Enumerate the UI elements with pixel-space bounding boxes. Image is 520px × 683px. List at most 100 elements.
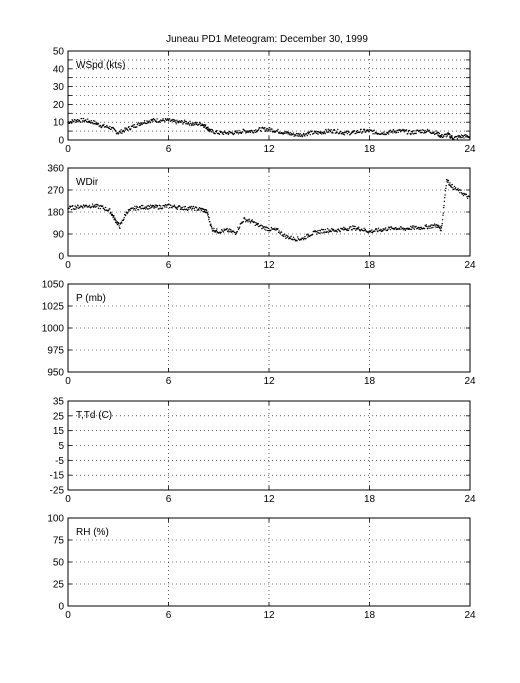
data-point: [284, 130, 286, 133]
data-point: [238, 129, 240, 132]
data-point: [420, 226, 422, 228]
data-point: [215, 229, 218, 232]
data-point: [188, 208, 190, 210]
data-point: [316, 131, 319, 133]
data-point: [155, 206, 157, 209]
data-point: [122, 130, 125, 132]
data-point: [289, 237, 292, 240]
data-point: [204, 124, 207, 126]
data-point: [418, 228, 420, 230]
data-point: [141, 207, 143, 210]
data-point: [451, 136, 453, 138]
panel-4: 0 6 12 18 24 -25 -15 -5 5 15 25 35 T,Td (C): [50, 397, 476, 506]
data-point: [183, 206, 185, 208]
x-tick-label: 24: [464, 376, 476, 387]
data-point: [189, 120, 191, 123]
data-point: [143, 207, 146, 210]
data-point: [303, 237, 305, 240]
data-point: [218, 133, 221, 135]
x-tick-label: 24: [464, 610, 476, 621]
data-point: [121, 130, 124, 133]
data-point: [316, 231, 319, 233]
y-tick-label: 5: [58, 441, 64, 452]
data-point: [123, 216, 125, 219]
data-point: [362, 131, 364, 133]
data-point: [159, 207, 161, 209]
data-point: [468, 135, 470, 138]
data-point: [432, 132, 435, 134]
data-point: [402, 129, 405, 132]
data-point: [343, 228, 346, 231]
data-point: [316, 233, 318, 235]
data-point: [133, 123, 136, 126]
data-point: [383, 131, 385, 133]
data-point: [444, 190, 447, 192]
data-point: [151, 118, 154, 121]
data-point: [148, 208, 150, 210]
data-point: [76, 207, 78, 209]
data-point: [292, 132, 295, 134]
data-point: [194, 209, 196, 212]
data-point: [252, 132, 255, 134]
data-point: [384, 227, 387, 229]
data-point: [368, 131, 370, 133]
data-point: [322, 228, 325, 231]
x-tick-label: 24: [464, 144, 476, 155]
data-point: [192, 122, 194, 124]
data-point: [435, 130, 437, 132]
data-point: [301, 135, 304, 138]
data-point: [456, 138, 459, 140]
data-point: [465, 136, 467, 138]
data-point: [72, 205, 74, 207]
data-point: [91, 203, 94, 205]
data-point: [362, 230, 365, 232]
data-point: [319, 132, 322, 134]
data-point: [251, 130, 253, 132]
data-point: [290, 134, 292, 136]
data-point: [451, 183, 453, 186]
data-point: [445, 184, 447, 187]
data-point: [175, 123, 177, 125]
data-point: [268, 129, 270, 131]
data-point: [465, 134, 468, 136]
y-tick-label: 100: [47, 514, 64, 525]
data-point: [276, 130, 279, 132]
data-point: [153, 207, 155, 209]
data-point: [434, 223, 436, 225]
data-point: [297, 236, 299, 238]
data-point: [458, 189, 460, 191]
data-point: [181, 206, 183, 209]
data-point: [79, 206, 81, 209]
data-point: [140, 122, 143, 124]
data-point: [283, 233, 286, 235]
data-point: [223, 228, 225, 230]
data-point: [138, 124, 140, 127]
data-point: [303, 134, 305, 136]
data-point: [390, 225, 392, 228]
data-point: [428, 129, 431, 131]
data-point: [264, 228, 266, 230]
data-point: [124, 214, 127, 217]
data-point: [198, 123, 200, 126]
data-point: [119, 132, 122, 134]
data-point: [326, 230, 328, 233]
data-point: [119, 227, 121, 229]
data-point: [444, 194, 446, 196]
data-point: [320, 232, 322, 234]
data-point: [166, 119, 168, 122]
x-tick-label: 24: [464, 494, 476, 505]
data-point: [140, 123, 142, 125]
data-point: [332, 228, 335, 231]
data-point: [426, 225, 428, 228]
data-point: [295, 135, 297, 137]
data-point: [227, 133, 230, 136]
data-point: [314, 130, 317, 133]
data-point: [279, 233, 282, 235]
data-point: [365, 131, 367, 133]
data-point: [146, 208, 149, 210]
data-point: [173, 205, 175, 208]
data-point: [68, 207, 70, 209]
data-point: [244, 221, 247, 223]
data-point: [462, 194, 465, 197]
data-point: [266, 226, 268, 229]
